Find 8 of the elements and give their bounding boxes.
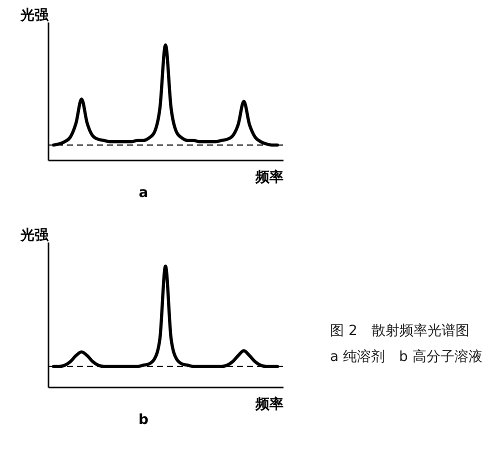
y-axis-title: 光强 (20, 8, 50, 24)
x-axis-title: 频率 (254, 396, 284, 412)
y-axis-title: 光强 (20, 228, 50, 244)
x-axis-title: 频率 (254, 168, 284, 186)
text: a (138, 185, 148, 201)
text: a 纯溶剂 b 高分子溶液 (330, 348, 484, 367)
caption: 图 2 散射频率光谱图 (330, 322, 470, 341)
text: b (138, 412, 149, 428)
